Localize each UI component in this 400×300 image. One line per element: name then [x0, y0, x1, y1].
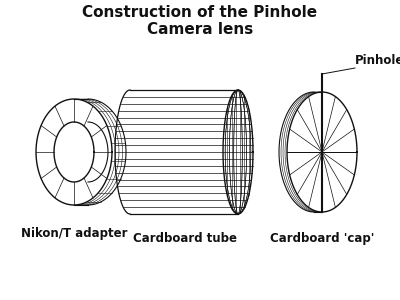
Text: Cardboard 'cap': Cardboard 'cap' [270, 232, 374, 245]
Text: Nikon/T adapter: Nikon/T adapter [21, 227, 127, 240]
Text: Pinhole: Pinhole [355, 54, 400, 67]
Text: Cardboard tube: Cardboard tube [133, 232, 237, 245]
Text: Construction of the Pinhole
Camera lens: Construction of the Pinhole Camera lens [82, 5, 318, 38]
